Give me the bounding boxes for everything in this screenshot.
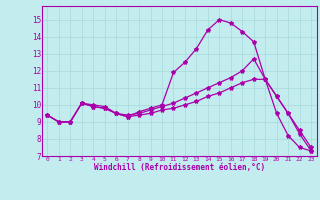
X-axis label: Windchill (Refroidissement éolien,°C): Windchill (Refroidissement éolien,°C) <box>94 163 265 172</box>
